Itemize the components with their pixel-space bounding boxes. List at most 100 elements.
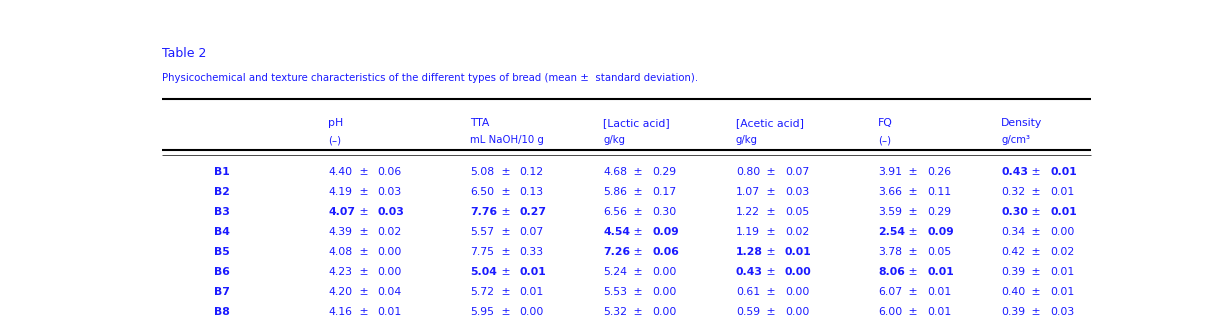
Text: 0.39: 0.39 [1002,307,1025,316]
Text: 0.01: 0.01 [785,247,812,256]
Text: 4.20: 4.20 [328,286,352,297]
Text: 3.91: 3.91 [878,167,901,177]
Text: 0.61: 0.61 [736,286,759,297]
Text: ±: ± [905,247,921,256]
Text: 0.59: 0.59 [736,307,759,316]
Text: mL NaOH/10 g: mL NaOH/10 g [471,135,544,145]
Text: B3: B3 [214,207,230,216]
Text: 0.05: 0.05 [927,247,951,256]
Text: 6.00: 6.00 [878,307,903,316]
Text: 0.33: 0.33 [520,247,544,256]
Text: ±: ± [763,207,779,216]
Text: 0.30: 0.30 [1002,207,1029,216]
Text: ±: ± [1029,167,1044,177]
Text: ±: ± [905,227,921,237]
Text: ±: ± [356,207,372,216]
Text: ±: ± [356,186,372,197]
Text: 0.30: 0.30 [652,207,676,216]
Text: ±: ± [1029,247,1044,256]
Text: 5.24: 5.24 [603,267,627,277]
Text: 0.01: 0.01 [927,286,951,297]
Text: ±: ± [498,167,514,177]
Text: 0.09: 0.09 [927,227,954,237]
Text: ±: ± [763,286,779,297]
Text: 8.06: 8.06 [878,267,905,277]
Text: 4.54: 4.54 [603,227,630,237]
Text: ±: ± [1029,207,1044,216]
Text: B1: B1 [214,167,230,177]
Text: 0.01: 0.01 [520,286,544,297]
Text: ±: ± [498,307,514,316]
Text: ±: ± [763,186,779,197]
Text: ±: ± [356,227,372,237]
Text: 0.03: 0.03 [378,207,405,216]
Text: ±: ± [630,207,647,216]
Text: 0.01: 0.01 [1051,167,1077,177]
Text: 0.12: 0.12 [520,167,544,177]
Text: ±: ± [498,207,514,216]
Text: 0.00: 0.00 [378,247,401,256]
Text: B8: B8 [214,307,230,316]
Text: 0.80: 0.80 [736,167,759,177]
Text: ±: ± [630,267,647,277]
Text: Physicochemical and texture characteristics of the different types of bread (mea: Physicochemical and texture characterist… [163,73,698,82]
Text: 0.00: 0.00 [520,307,544,316]
Text: g/kg: g/kg [736,135,758,145]
Text: 0.09: 0.09 [652,227,679,237]
Text: 5.32: 5.32 [603,307,627,316]
Text: 0.00: 0.00 [1051,227,1075,237]
Text: 0.01: 0.01 [520,267,547,277]
Text: 1.22: 1.22 [736,207,759,216]
Text: 4.16: 4.16 [328,307,352,316]
Text: 7.26: 7.26 [603,247,630,256]
Text: 0.06: 0.06 [378,167,401,177]
Text: ±: ± [763,227,779,237]
Text: 7.75: 7.75 [471,247,494,256]
Text: 0.26: 0.26 [927,167,951,177]
Text: 0.00: 0.00 [652,267,676,277]
Text: 4.23: 4.23 [328,267,352,277]
Text: 0.39: 0.39 [1002,267,1025,277]
Text: [Acetic acid]: [Acetic acid] [736,118,804,128]
Text: 4.07: 4.07 [328,207,355,216]
Text: 0.02: 0.02 [378,227,401,237]
Text: 0.43: 0.43 [736,267,763,277]
Text: 0.01: 0.01 [927,267,954,277]
Text: FQ: FQ [878,118,893,128]
Text: 7.76: 7.76 [471,207,498,216]
Text: 5.95: 5.95 [471,307,494,316]
Text: B5: B5 [214,247,230,256]
Text: ±: ± [905,286,921,297]
Text: 6.07: 6.07 [878,286,903,297]
Text: ±: ± [498,286,514,297]
Text: ±: ± [905,186,921,197]
Text: 0.06: 0.06 [652,247,679,256]
Text: (–): (–) [878,135,892,145]
Text: 0.05: 0.05 [785,207,810,216]
Text: ±: ± [630,307,647,316]
Text: 5.53: 5.53 [603,286,627,297]
Text: 1.07: 1.07 [736,186,759,197]
Text: 0.42: 0.42 [1002,247,1025,256]
Text: 0.00: 0.00 [652,307,676,316]
Text: B6: B6 [214,267,230,277]
Text: ±: ± [763,267,779,277]
Text: ±: ± [356,167,372,177]
Text: ±: ± [356,267,372,277]
Text: B2: B2 [214,186,230,197]
Text: 0.04: 0.04 [378,286,401,297]
Text: 0.29: 0.29 [927,207,951,216]
Text: 4.40: 4.40 [328,167,352,177]
Text: 0.27: 0.27 [520,207,547,216]
Text: 0.00: 0.00 [378,267,401,277]
Text: 0.00: 0.00 [785,307,810,316]
Text: 0.07: 0.07 [785,167,810,177]
Text: TTA: TTA [471,118,489,128]
Text: ±: ± [1029,186,1044,197]
Text: 0.01: 0.01 [1051,186,1075,197]
Text: 5.04: 5.04 [471,267,498,277]
Text: 0.02: 0.02 [785,227,810,237]
Text: ±: ± [630,247,647,256]
Text: 0.03: 0.03 [1051,307,1075,316]
Text: 4.68: 4.68 [603,167,627,177]
